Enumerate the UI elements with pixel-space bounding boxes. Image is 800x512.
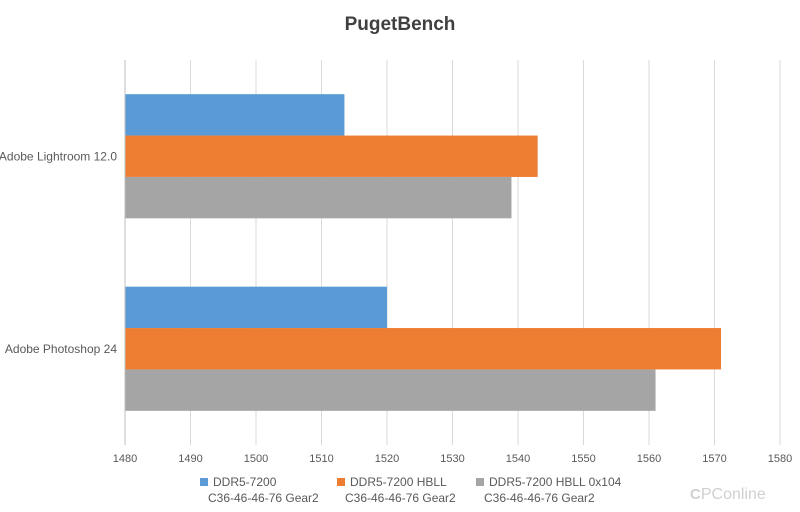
legend-label-1a: DDR5-7200	[213, 475, 277, 489]
bar-2-2	[125, 328, 722, 370]
legend-label-3b: C36-46-46-76 Gear2	[484, 491, 595, 505]
x-tick-label: 1560	[637, 453, 661, 465]
watermark: CPConline	[690, 486, 766, 504]
legend-label-3a: DDR5-7200 HBLL 0x104	[489, 475, 622, 489]
bar-2-1	[125, 286, 387, 329]
bar-1-3	[125, 176, 512, 219]
legend-swatch-3	[476, 478, 484, 486]
legend-item-1: DDR5-7200 C36-46-46-76 Gear2	[200, 474, 319, 506]
legend-swatch-1	[200, 478, 208, 486]
legend-label-2a: DDR5-7200 HBLL	[350, 475, 447, 489]
x-tick-label: 1580	[768, 453, 792, 465]
legend: DDR5-7200 C36-46-46-76 Gear2 DDR5-7200 H…	[200, 474, 670, 506]
watermark-logo-icon: C	[690, 486, 701, 503]
legend-item-2: DDR5-7200 HBLL C36-46-46-76 Gear2	[337, 474, 456, 506]
x-tick-label: 1570	[702, 453, 726, 465]
category-label: Adobe Photoshop 24	[5, 342, 117, 356]
legend-swatch-2	[337, 478, 345, 486]
legend-label-1b: C36-46-46-76 Gear2	[208, 491, 319, 505]
x-tick-label: 1540	[506, 453, 530, 465]
x-tick-label: 1500	[244, 453, 268, 465]
watermark-text: PConline	[700, 486, 766, 503]
x-tick-label: 1480	[113, 453, 137, 465]
axes: 1480 1490 1500 1510 1520 1530 1540 1550 1560 1570…	[0, 60, 792, 465]
bar-1-1	[125, 94, 345, 136]
legend-label-2b: C36-46-46-76 Gear2	[345, 491, 456, 505]
x-tick-label: 1510	[309, 453, 333, 465]
x-tick-label: 1490	[178, 453, 202, 465]
category-label: Adobe Lightroom 12.0	[0, 149, 117, 163]
x-tick-label: 1530	[440, 453, 464, 465]
x-tick-label: 1520	[375, 453, 399, 465]
x-tick-label: 1550	[571, 453, 595, 465]
chart-title: PugetBench	[345, 14, 456, 35]
bar-2-3	[125, 369, 656, 411]
bars	[125, 94, 722, 411]
bar-1-2	[125, 135, 538, 177]
legend-item-3: DDR5-7200 HBLL 0x104 C36-46-46-76 Gear2	[476, 474, 621, 506]
